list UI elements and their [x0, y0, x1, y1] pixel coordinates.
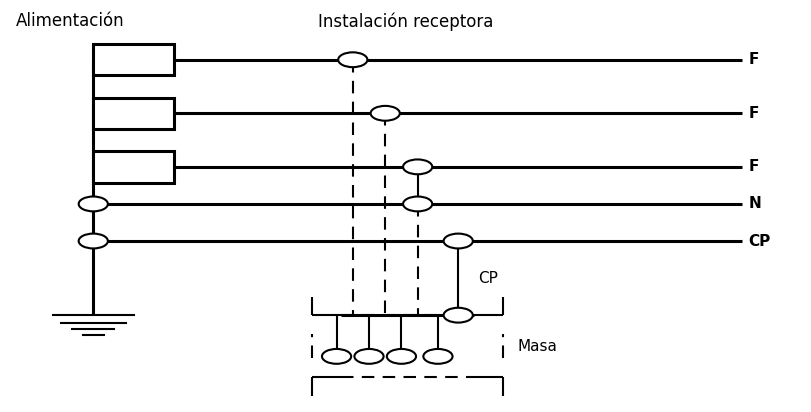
Circle shape — [387, 349, 416, 364]
Text: F: F — [749, 52, 759, 67]
Text: Alimentación: Alimentación — [16, 12, 125, 30]
Text: N: N — [749, 197, 762, 211]
Circle shape — [322, 349, 351, 364]
Circle shape — [338, 52, 367, 67]
Text: Masa: Masa — [517, 339, 557, 353]
Text: F: F — [749, 106, 759, 121]
Circle shape — [371, 106, 400, 121]
Circle shape — [444, 308, 473, 323]
Circle shape — [354, 349, 384, 364]
Circle shape — [444, 234, 473, 248]
Circle shape — [79, 234, 108, 248]
Text: CP: CP — [749, 234, 770, 248]
Bar — [93, 44, 174, 75]
Circle shape — [403, 159, 432, 174]
Text: F: F — [749, 159, 759, 174]
Bar — [93, 151, 174, 183]
Bar — [93, 98, 174, 129]
Circle shape — [79, 197, 108, 211]
Circle shape — [423, 349, 453, 364]
Text: Instalación receptora: Instalación receptora — [318, 12, 493, 31]
Text: CP: CP — [478, 271, 499, 286]
Circle shape — [403, 197, 432, 211]
